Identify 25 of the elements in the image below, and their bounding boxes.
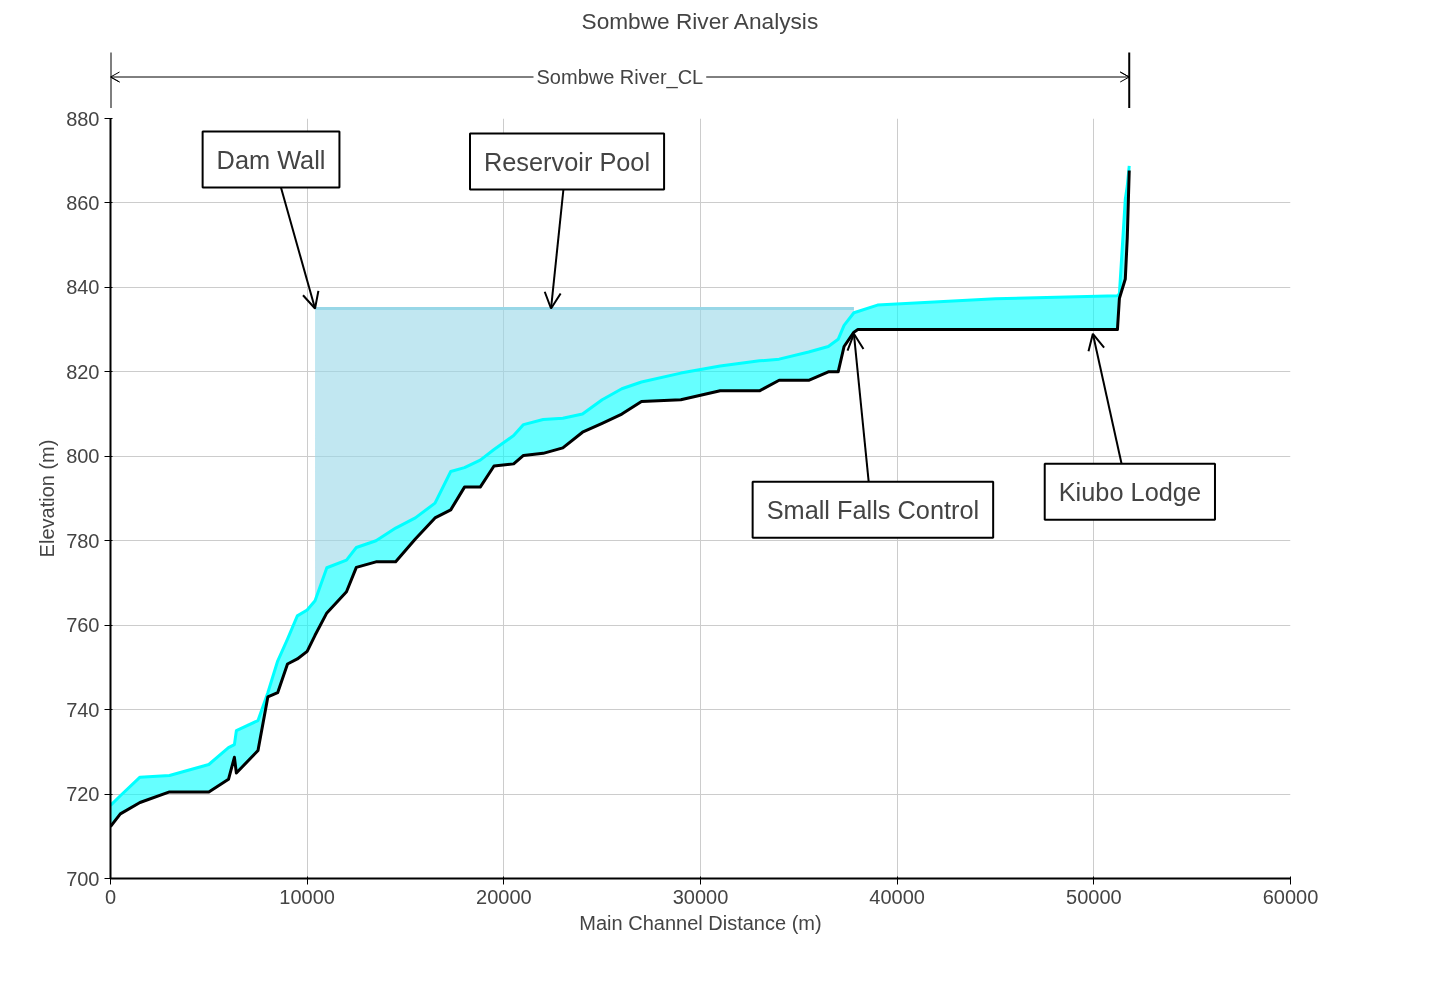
y-tick-label: 880 (66, 107, 100, 130)
y-tick-label: 820 (66, 360, 100, 383)
x-tick-label: 50000 (1066, 885, 1122, 908)
y-axis-title: Elevation (m) (36, 439, 59, 558)
x-tick-label: 10000 (279, 885, 335, 908)
x-tick-label: 40000 (869, 885, 925, 908)
annotation: Dam Wall (216, 145, 326, 174)
chart-title: Sombwe River Analysis (581, 7, 819, 34)
y-tick-label: 860 (66, 191, 100, 214)
y-tick-label: 700 (66, 867, 100, 890)
text: Sombwe River_CL (536, 66, 704, 89)
x-tick-label: 60000 (1262, 885, 1319, 908)
y-tick-label: 840 (66, 276, 100, 299)
x-axis-title: Main Channel Distance (m) (579, 911, 822, 934)
x-tick-label: 20000 (476, 885, 532, 908)
y-tick-label: 780 (66, 529, 100, 552)
annotation: Reservoir Pool (483, 147, 651, 176)
x-tick-label: 30000 (672, 885, 729, 908)
annotation: Small Falls Control (766, 495, 980, 524)
y-tick-label: 760 (66, 614, 100, 637)
y-tick-label: 720 (66, 783, 100, 806)
y-tick-label: 800 (66, 445, 100, 468)
annotation: Kiubo Lodge (1058, 477, 1201, 506)
x-tick-label: 0 (104, 885, 117, 908)
y-tick-label: 740 (66, 698, 100, 721)
